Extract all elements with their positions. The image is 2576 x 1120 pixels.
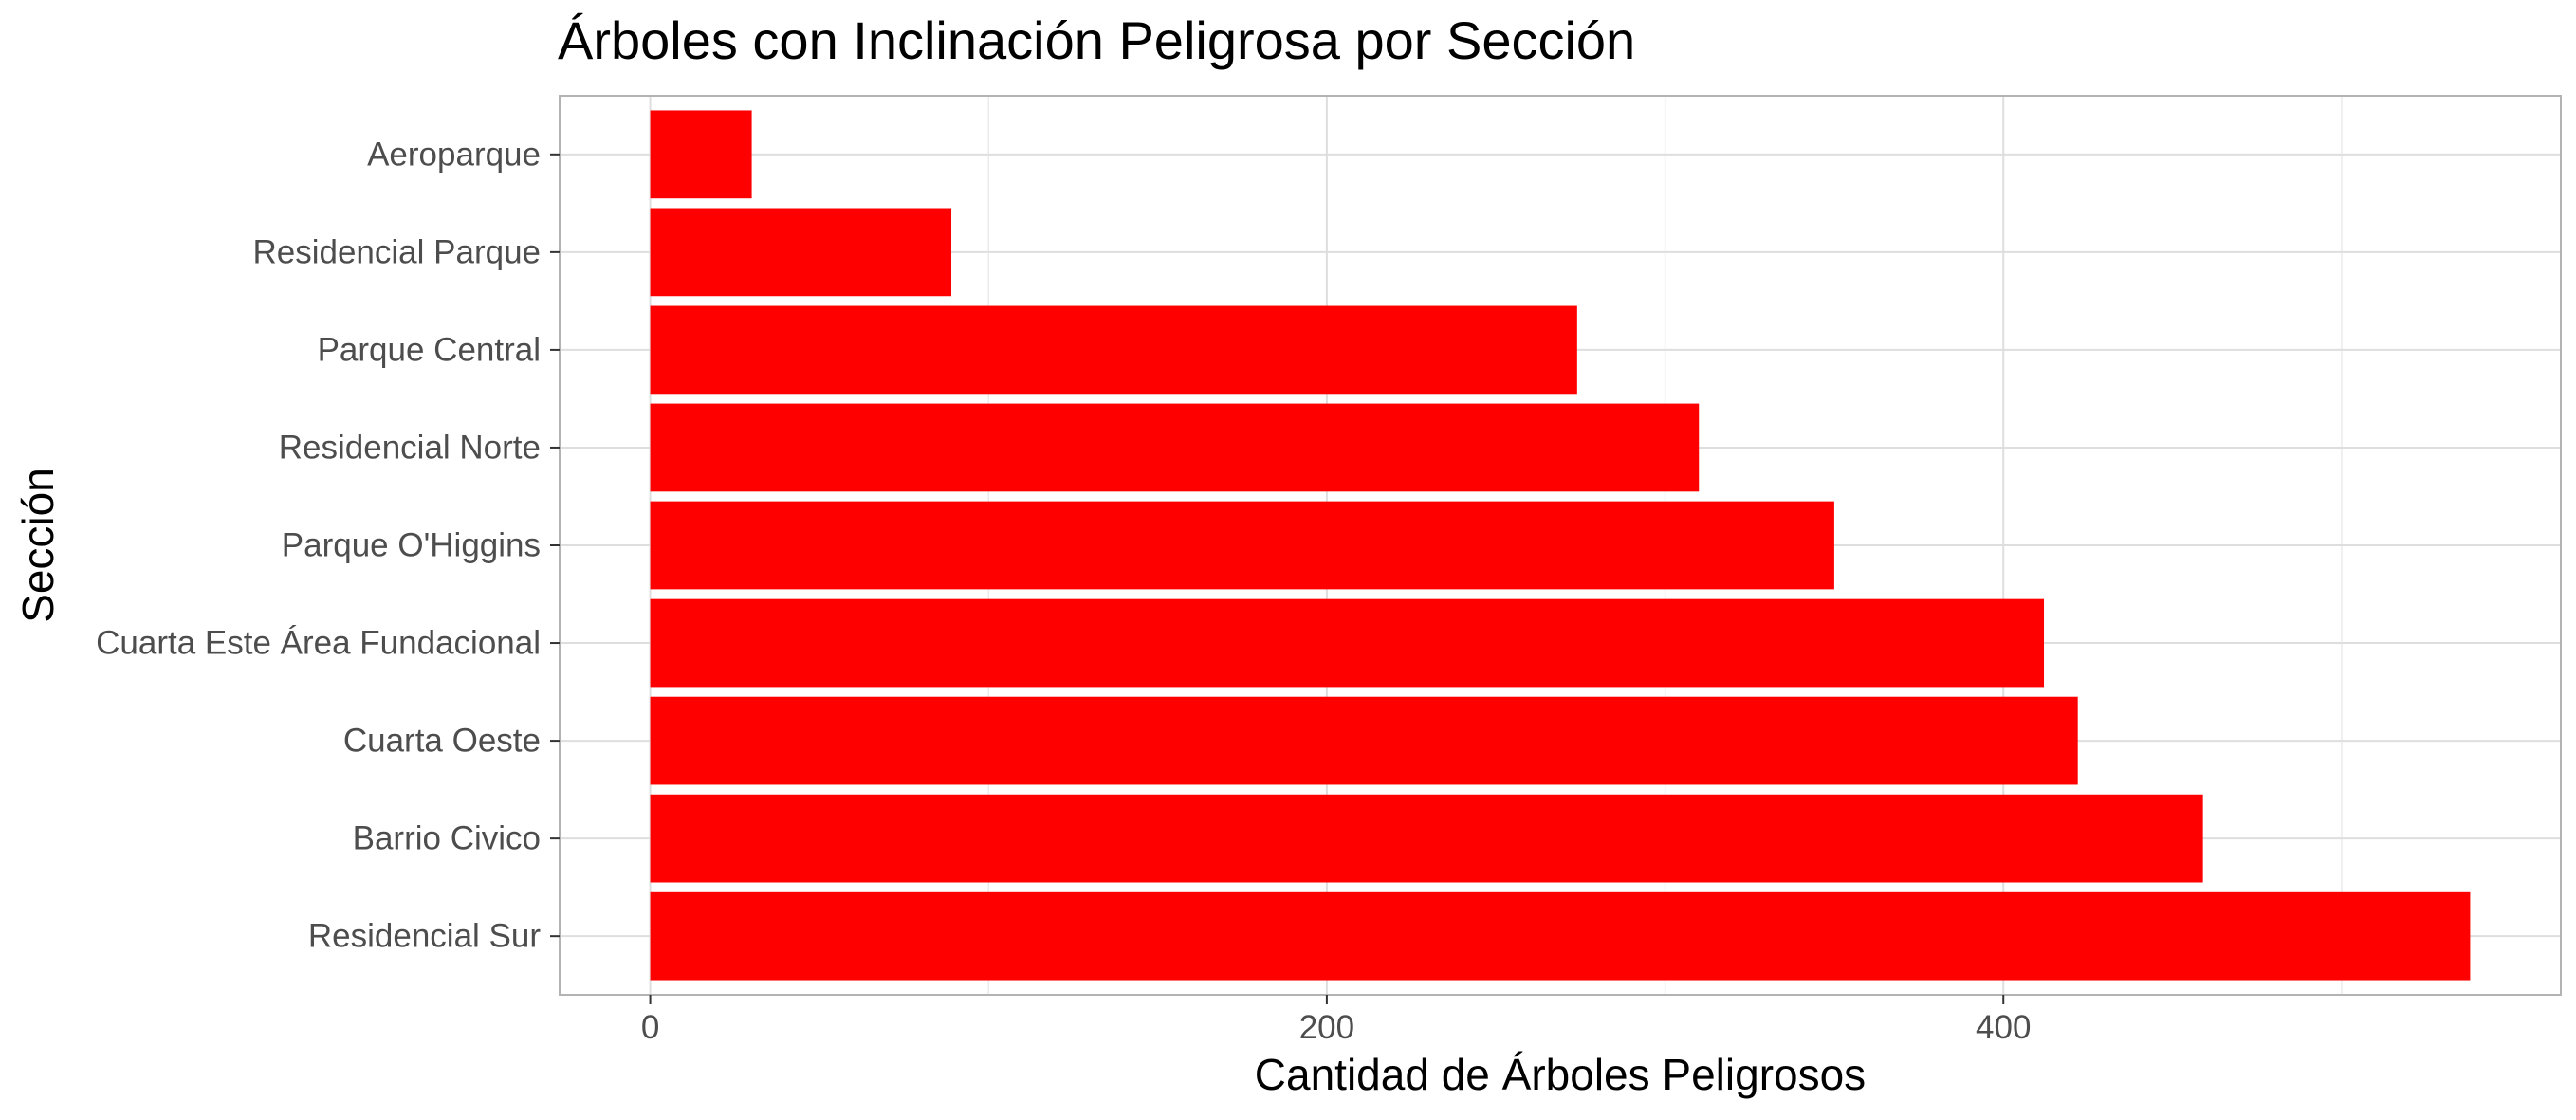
- bar: [650, 696, 2078, 785]
- y-tick-label: Residencial Norte: [279, 429, 541, 466]
- y-tick-label: Parque O'Higgins: [282, 527, 541, 564]
- y-axis: Aeroparque Residencial Parque Parque Centr…: [96, 136, 560, 955]
- bar: [650, 110, 752, 199]
- y-tick-label: Barrio Civico: [353, 820, 541, 857]
- bar: [650, 403, 1700, 492]
- bar: [650, 208, 952, 297]
- chart-title: Árboles con Inclinación Peligrosa por Se…: [558, 10, 1635, 70]
- bars: [650, 110, 2471, 981]
- y-tick-label: Cuarta Oeste: [343, 723, 541, 760]
- y-tick-label: Residencial Sur: [308, 918, 541, 955]
- bar: [650, 501, 1834, 590]
- y-axis-title: Sección: [13, 468, 63, 623]
- bar: [650, 794, 2203, 883]
- bar: [650, 305, 1577, 395]
- y-tick-label: Parque Central: [318, 331, 541, 368]
- bar: [650, 891, 2471, 981]
- x-tick-label: 200: [1299, 1009, 1354, 1046]
- x-axis-title: Cantidad de Árboles Peligrosos: [1255, 1050, 1866, 1099]
- y-tick-label: Residencial Parque: [252, 233, 541, 270]
- x-tick-label: 400: [1976, 1009, 2031, 1046]
- bar: [650, 598, 2045, 688]
- x-tick-label: 0: [641, 1009, 659, 1046]
- x-axis: 0 200 400: [641, 995, 2031, 1046]
- y-tick-label: Cuarta Este Área Fundacional: [96, 625, 541, 662]
- y-tick-label: Aeroparque: [367, 136, 541, 173]
